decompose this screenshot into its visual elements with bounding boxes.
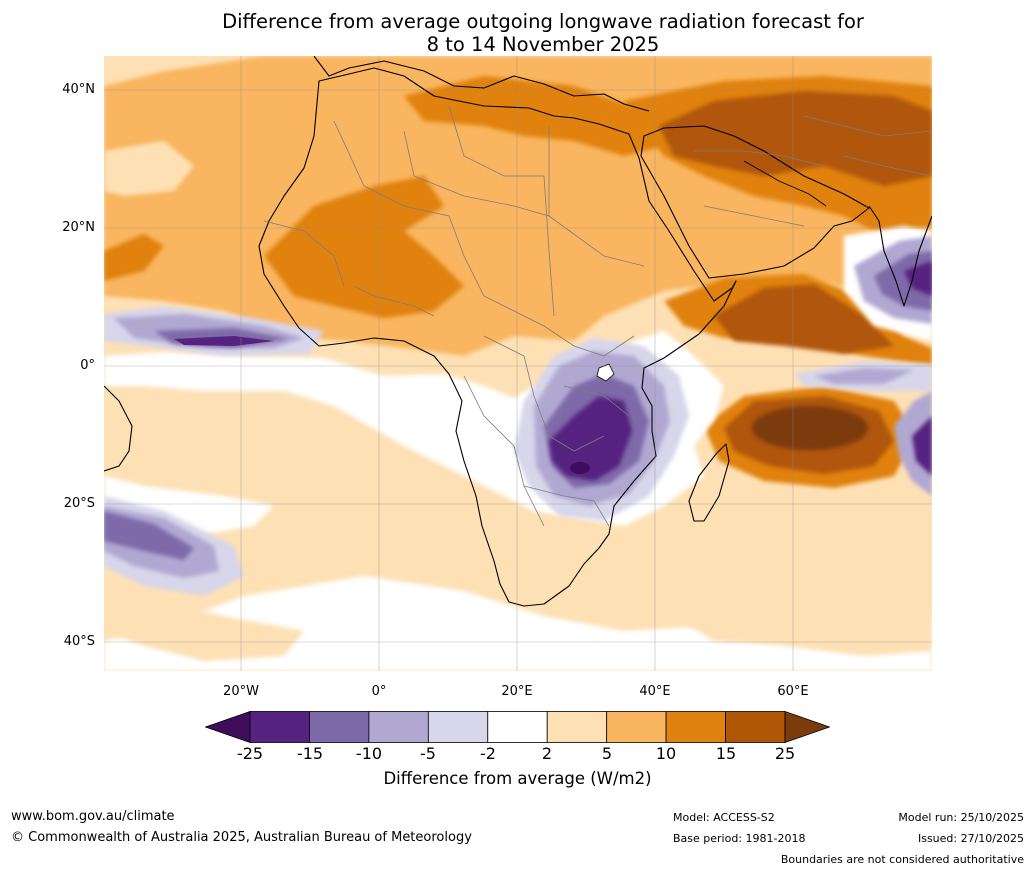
arabia-coastline — [640, 125, 870, 279]
anomaly-minus-15-25-east-indian — [912, 416, 932, 476]
colorbar-segment — [546, 711, 608, 743]
anomaly-15-25-indian-north — [714, 284, 894, 354]
graticule — [104, 56, 932, 671]
anomaly-minus-east-indian — [894, 391, 932, 496]
base-period: Base period: 1981-2018 — [673, 832, 806, 845]
lat-label-40n: 40°N — [62, 82, 95, 97]
colorbar-tick: 10 — [655, 744, 677, 763]
colorbar-tick: -2 — [480, 744, 496, 763]
colorbar-tick: 2 — [541, 744, 553, 763]
anomaly-minus-15-25-southern-africa — [549, 396, 632, 481]
colorbar-segment — [368, 711, 429, 743]
colorbar-segment — [309, 711, 370, 743]
anomaly-15-25-middle-east — [659, 91, 932, 186]
anomaly-minus-5-10-equatorial-indian — [814, 368, 914, 384]
colorbar-tick: 25 — [774, 744, 796, 763]
colorbar-tick: 15 — [715, 744, 737, 763]
anomaly-10-15-mediterranean — [404, 76, 664, 156]
anomaly-10-15-sahara — [264, 176, 464, 318]
colorbar — [205, 711, 830, 743]
copyright-text: © Commonwealth of Australia 2025, Austra… — [11, 830, 472, 845]
colorbar-tick: -10 — [355, 744, 383, 763]
map-title-line2: 8 to 14 November 2025 — [426, 33, 660, 56]
anomaly-2-5-nw — [104, 141, 194, 196]
lon-label-20w: 20°W — [223, 684, 259, 699]
colorbar-tick: 5 — [601, 744, 613, 763]
anomaly-minus-15-25-bay-of-bengal — [904, 261, 932, 296]
country-borders — [263, 105, 932, 527]
colorbar-tick: -15 — [296, 744, 324, 763]
lake-victoria-outline — [596, 363, 615, 382]
anomaly-10-15-atlantic — [104, 234, 164, 281]
colorbar-label: Difference from average (W/m2) — [383, 769, 652, 788]
colorbar-segment — [725, 711, 786, 743]
colorbar-tick: -25 — [236, 744, 264, 763]
colorbar-segment — [665, 711, 726, 743]
colorbar-segment — [606, 711, 667, 743]
anomaly-minus-10-15-south-atlantic — [104, 511, 194, 560]
website-link[interactable]: www.bom.gov.au/climate — [11, 809, 175, 824]
south-america-coastline — [104, 385, 133, 472]
olr-anomaly-map — [104, 56, 932, 671]
colorbar-segment — [249, 711, 310, 743]
madagascar-coastline — [688, 443, 730, 522]
colorbar-extend-max — [784, 711, 830, 743]
africa-coastline — [258, 67, 737, 607]
europe-coastline — [313, 56, 650, 112]
anomaly-minus-15-25-atlantic-band — [174, 336, 274, 346]
lat-label-20n: 20°N — [62, 220, 95, 235]
lat-label-20s: 20°S — [63, 496, 95, 511]
colorbar-segment — [427, 711, 489, 743]
boundaries-disclaimer: Boundaries are not considered authoritat… — [780, 853, 1024, 866]
persian-gulf-coastline — [743, 160, 827, 207]
lat-label-0: 0° — [80, 358, 95, 373]
anomaly-near-zero-south-band — [104, 576, 932, 671]
colorbar-tick: -5 — [420, 744, 436, 763]
map-title-line1: Difference from average outgoing longwav… — [222, 10, 864, 33]
model-run-date: Model run: 25/10/2025 — [898, 811, 1024, 824]
colorbar-extend-min — [205, 711, 251, 743]
model-name: Model: ACCESS-S2 — [673, 811, 775, 824]
anomaly-2-5-south-patches — [104, 586, 932, 661]
anomaly-below-minus-25-southern-africa — [570, 462, 590, 474]
india-coastline — [868, 205, 932, 307]
lon-label-60e: 60°E — [777, 684, 809, 699]
anomaly-above-25-indian — [752, 406, 868, 450]
lon-label-40e: 40°E — [639, 684, 671, 699]
lon-label-0: 0° — [371, 684, 387, 699]
lon-label-20e: 20°E — [501, 684, 533, 699]
anomaly-minus-10-15-bay-of-bengal — [874, 251, 932, 311]
lat-label-40s: 40°S — [63, 634, 95, 649]
issued-date: Issued: 27/10/2025 — [917, 832, 1024, 845]
colorbar-segment — [487, 711, 548, 743]
